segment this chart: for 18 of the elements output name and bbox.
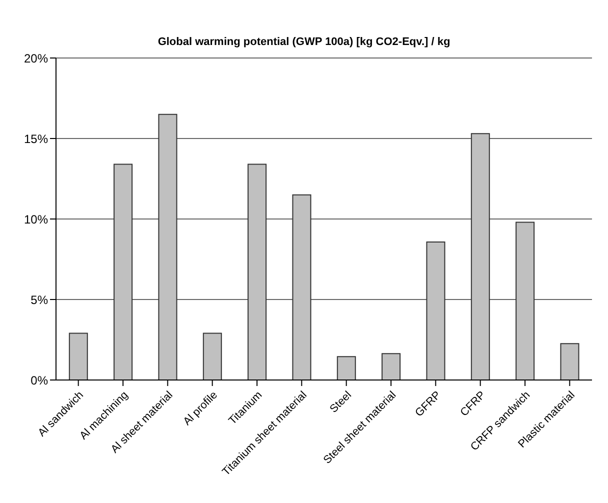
bar: [292, 194, 312, 380]
bar: [560, 343, 580, 380]
bar: [158, 114, 178, 380]
y-tick-label: 5%: [30, 292, 48, 307]
bar: [68, 332, 88, 380]
bar: [336, 356, 356, 380]
bar: [516, 222, 535, 380]
bar: [470, 133, 490, 380]
bar: [114, 164, 133, 380]
y-tick-label: 15%: [24, 132, 48, 146]
bar: [426, 242, 446, 380]
bar: [248, 164, 267, 380]
bar: [382, 353, 401, 380]
chart-title: Global warming potential (GWP 100a) [kg CO2-Eqv.] / kg: [156, 35, 452, 50]
bar: [202, 332, 222, 380]
y-tick-label: 0%: [30, 373, 48, 388]
y-tick-label: 20%: [24, 51, 48, 66]
y-tick-label: 10%: [24, 212, 48, 226]
